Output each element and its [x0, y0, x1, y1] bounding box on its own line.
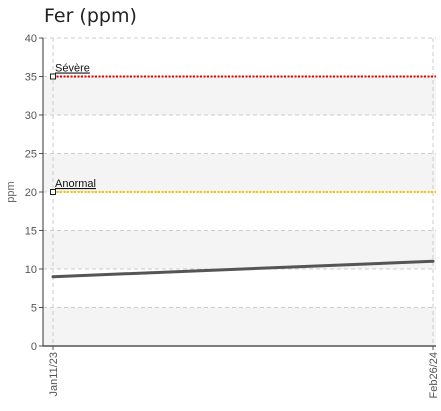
y-axis-label: ppm: [5, 181, 17, 202]
grid-band: [43, 307, 436, 346]
y-tick-label: 5: [31, 303, 37, 315]
chart-title: Fer (ppm): [44, 5, 137, 27]
threshold-label: Anormal: [55, 178, 96, 190]
y-tick-label: 0: [31, 341, 37, 353]
grid-band: [43, 76, 436, 115]
y-tick-label: 25: [25, 149, 37, 161]
x-tick-label: Feb26/24: [428, 352, 440, 398]
data-point: [431, 259, 435, 263]
y-tick-label: 40: [25, 33, 37, 45]
grid-band: [43, 153, 436, 192]
y-tick-label: 10: [25, 264, 37, 276]
x-tick-label: Jan11/23: [48, 352, 60, 396]
threshold-marker: [50, 189, 56, 195]
series-line: [52, 259, 434, 279]
threshold-label: Sévère: [55, 63, 90, 75]
y-tick-label: 30: [25, 110, 37, 122]
threshold-marker: [50, 73, 56, 80]
y-tick-label: 20: [25, 187, 37, 199]
y-tick-label: 15: [25, 226, 37, 238]
y-tick-label: 35: [25, 72, 37, 84]
data-point: [51, 275, 55, 279]
